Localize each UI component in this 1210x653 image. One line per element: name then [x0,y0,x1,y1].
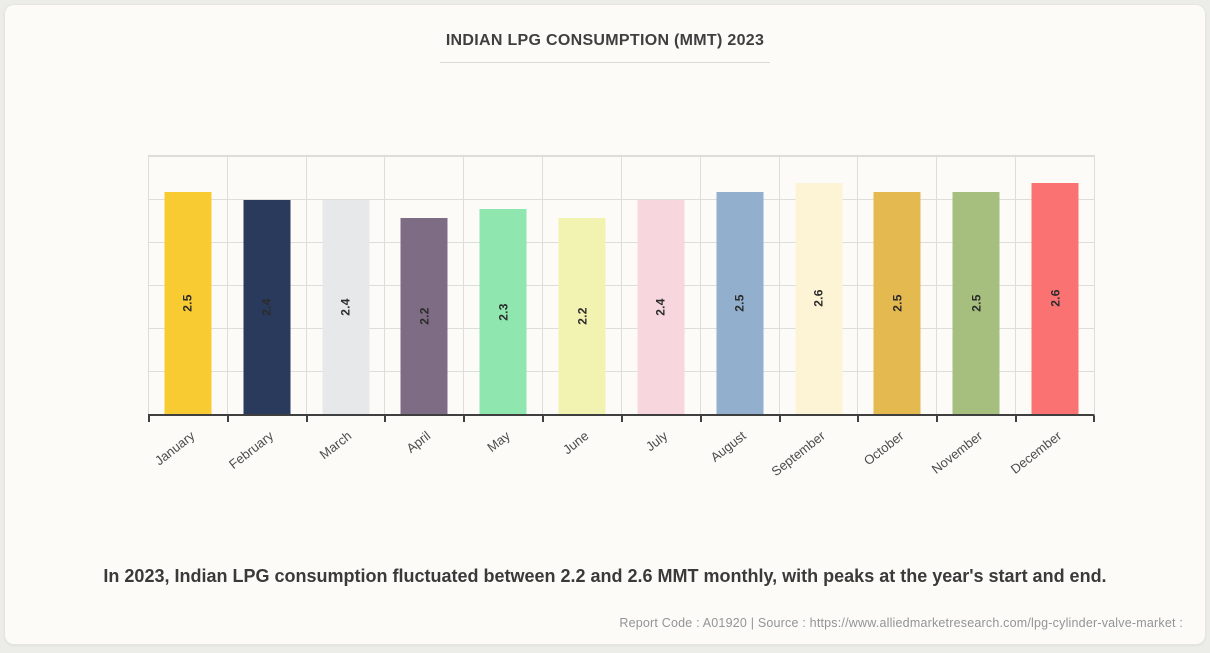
x-axis-tick [699,416,702,422]
x-axis-tick [936,416,939,422]
bar-may: 2.3 [479,209,527,414]
x-axis-label-september: September [768,428,828,479]
bar-december: 2.6 [1031,182,1079,414]
category-slot-january: 2.5 January [148,156,227,468]
category-slot-august: 2.5 August [699,156,779,465]
chart-title: INDIAN LPG CONSUMPTION (MMT) 2023 [439,32,771,63]
x-axis-tick [226,416,229,422]
category-slot-april: 2.2 April [384,156,463,456]
title-container: INDIAN LPG CONSUMPTION (MMT) 2023 [5,5,1205,63]
category-slot-september: 2.6 September [768,156,858,479]
x-axis-tick [148,416,150,422]
bar-value-label-january: 2.5 [180,294,195,312]
x-axis-label-april: April [403,428,434,456]
category-slot-june: 2.2 June [542,156,621,457]
x-axis-label-august: August [707,428,749,465]
x-axis-label-may: May [483,428,513,455]
x-axis-tick [1015,416,1018,422]
bar-july: 2.4 [637,200,685,414]
x-axis-label-december: December [1007,428,1065,477]
bar-value-label-august: 2.5 [732,294,747,312]
x-axis-tick [305,416,308,422]
bar-september: 2.6 [795,182,843,414]
x-axis-label-july: July [642,428,671,455]
bar-value-label-february: 2.4 [259,298,274,317]
category-slot-february: 2.4 February [226,156,306,472]
x-axis-label-january: January [151,428,198,469]
x-axis-tick-end [1093,416,1095,422]
bar-value-label-december: 2.6 [1048,289,1063,308]
bar-january: 2.5 [164,191,212,414]
x-axis-label-march: March [317,428,355,463]
x-axis-label-october: October [860,428,907,469]
bar-value-label-march: 2.4 [338,298,353,317]
bar-value-label-september: 2.6 [811,289,826,308]
x-axis-tick [778,416,781,422]
x-axis-tick [857,416,860,422]
x-axis-tick [463,416,466,422]
bar-value-label-june: 2.2 [575,307,590,325]
bar-june: 2.2 [558,218,606,414]
bar-october: 2.5 [873,191,921,414]
category-slot-october: 2.5 October [857,156,936,468]
bar-february: 2.4 [243,200,291,414]
x-axis-tick [384,416,387,422]
category-slot-november: 2.5 November [929,156,1015,477]
source-line: Report Code : A01920 | Source : https://… [619,616,1183,630]
x-axis-tick [620,416,623,422]
x-axis-label-february: February [225,428,276,472]
bar-april: 2.2 [400,218,448,414]
bar-value-label-july: 2.4 [653,298,668,317]
category-slot-july: 2.4 July [620,156,700,454]
bar-value-label-april: 2.2 [417,307,432,325]
x-axis-tick [542,416,545,422]
plot-area: 2.5 January 2.4 February 2.4 March 2.2 April 2.3… [148,155,1095,479]
bar-august: 2.5 [716,191,764,414]
x-axis-label-june: June [559,428,592,458]
bar-november: 2.5 [952,191,1000,414]
chart-caption: In 2023, Indian LPG consumption fluctuat… [103,566,1107,586]
bar-value-label-november: 2.5 [969,294,984,312]
bar-march: 2.4 [322,200,370,414]
bar-value-label-may: 2.3 [496,302,511,321]
category-slot-march: 2.4 March [305,156,385,462]
category-slot-december: 2.6 December [1008,156,1094,477]
x-axis-label-november: November [928,428,986,477]
chart-card: INDIAN LPG CONSUMPTION (MMT) 2023 2.5 Jan… [4,4,1206,645]
bar-value-label-october: 2.5 [890,294,905,312]
category-slot-may: 2.3 May [463,156,542,455]
